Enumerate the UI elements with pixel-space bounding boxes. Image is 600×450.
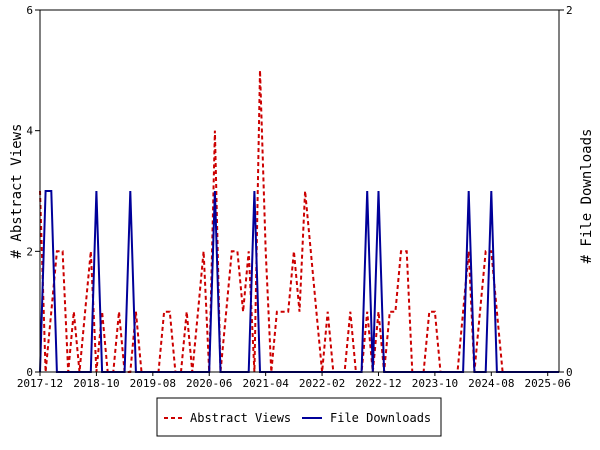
legend-label-abstract-views: Abstract Views bbox=[190, 411, 291, 425]
x-tick-label: 2021-04 bbox=[242, 377, 289, 390]
x-tick-label: 2020-06 bbox=[186, 377, 232, 390]
y-left-tick-label: 0 bbox=[26, 366, 33, 379]
legend: Abstract Views File Downloads bbox=[156, 397, 442, 437]
y-right-tick-label: 2 bbox=[566, 4, 573, 17]
x-tick-label: 2025-06 bbox=[525, 377, 571, 390]
y-left-tick-label: 2 bbox=[26, 245, 33, 258]
plot-frame bbox=[39, 9, 560, 373]
x-tick-label: 2022-12 bbox=[355, 377, 401, 390]
y-right-tick-label: 0 bbox=[566, 366, 573, 379]
ticks-layer: 0 2 4 6 0 2 2017-12 2018-10 2019-08 2020-06 2021-0… bbox=[17, 4, 573, 390]
x-tick-label: 2018-10 bbox=[73, 377, 119, 390]
x-tick-label: 2019-08 bbox=[130, 377, 176, 390]
x-tick-label: 2017-12 bbox=[17, 377, 63, 390]
legend-label-file-downloads: File Downloads bbox=[330, 411, 431, 425]
x-tick-label: 2024-08 bbox=[468, 377, 514, 390]
x-tick-label: 2023-10 bbox=[412, 377, 458, 390]
y-axis-left-label: # Abstract Views bbox=[9, 124, 25, 259]
y-left-tick-label: 4 bbox=[26, 125, 33, 138]
y-axis-right-label: # File Downloads bbox=[579, 129, 595, 264]
legend-box bbox=[156, 397, 442, 437]
x-tick-label: 2022-02 bbox=[299, 377, 345, 390]
y-left-tick-label: 6 bbox=[26, 4, 33, 17]
